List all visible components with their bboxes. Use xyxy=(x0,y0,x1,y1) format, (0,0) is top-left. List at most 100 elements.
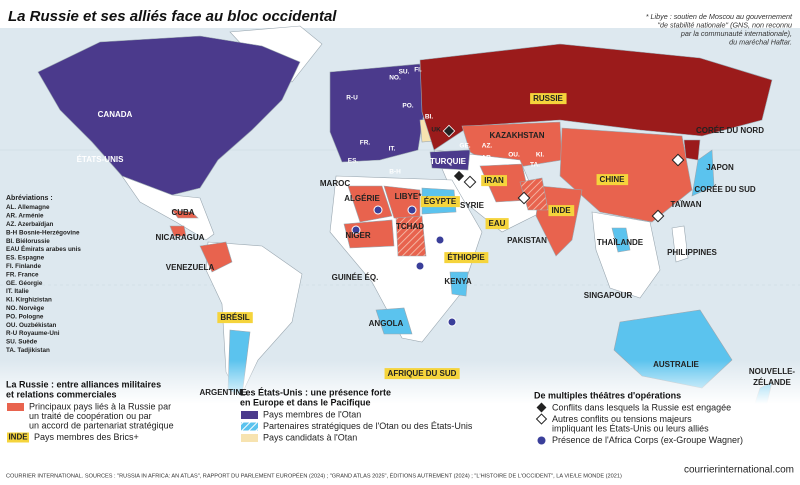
africa-corps-icon xyxy=(351,225,361,235)
country-abbr-label: IT. xyxy=(389,146,396,153)
country-abbr-label: OU. xyxy=(508,152,520,159)
brics-box xyxy=(548,205,575,217)
country-label: CORÉE DU SUD xyxy=(694,185,756,194)
legend-label: Pays membres de l'Otan xyxy=(263,409,361,419)
country-label: AUSTRALIE xyxy=(653,360,699,369)
legend-icon xyxy=(537,436,546,445)
abbreviation: KI. Kirghizistan xyxy=(6,297,52,304)
legend-section-title: La Russie : entre alliances militaires xyxy=(6,379,161,389)
operations-icons xyxy=(351,124,685,327)
country-abbr-label: FI. xyxy=(414,67,422,74)
brics-label: ÉTHIOPIE xyxy=(447,253,485,262)
brics-label: ÉGYPTE xyxy=(424,197,457,206)
country-abbr-label: UK. xyxy=(431,127,442,134)
abbreviation: GE. Géorgie xyxy=(6,280,43,287)
country-label: NOUVELLE- xyxy=(749,367,796,376)
legend-label: Partenaires stratégiques de l'Otan ou de… xyxy=(263,421,473,431)
country-label: CORÉE DU NORD xyxy=(696,126,764,135)
brics-label: RUSSIE xyxy=(533,94,563,103)
abbreviation: R-U Royaume-Uni xyxy=(6,330,60,337)
country-label: GUINÉE ÉQ. xyxy=(332,273,379,282)
source: COURRIER INTERNATIONAL. SOURCES : "RUSSI… xyxy=(6,472,622,479)
abbreviation: FI. Finlande xyxy=(6,263,41,270)
country-label: ANGOLA xyxy=(369,319,404,328)
north-america xyxy=(37,35,301,196)
country-label: NIGER xyxy=(345,231,371,240)
abbreviation: SU. Suède xyxy=(6,339,38,346)
country-label: CANADA xyxy=(98,110,133,119)
country-label: THAÏLANDE xyxy=(597,238,644,247)
country-label: NICARAGUA xyxy=(156,233,205,242)
legend-label: Pays membres des Brics+ xyxy=(34,432,139,442)
abbreviation: FR. France xyxy=(6,271,39,278)
india xyxy=(535,185,583,257)
country-label: CUBA xyxy=(171,208,194,217)
europe xyxy=(329,63,425,163)
legend-swatch xyxy=(241,422,258,431)
legend-swatch xyxy=(241,411,258,419)
africa-corps-icon xyxy=(373,205,383,215)
legend-backdrop xyxy=(0,360,800,485)
abbreviation: NO. Norvège xyxy=(6,305,45,312)
brics-box xyxy=(384,368,460,380)
brics-label: INDE xyxy=(551,206,571,215)
country-abbr-label: B-H xyxy=(389,169,401,176)
japan xyxy=(691,149,715,197)
country-abbr-label: BI. xyxy=(425,114,434,121)
legend-label: Pays candidats à l'Otan xyxy=(263,432,357,442)
legend-section-title: en Europe et dans le Pacifique xyxy=(240,397,371,407)
abbreviation: B-H Bosnie-Herzégovine xyxy=(6,229,80,236)
country-abbr-label: FR. xyxy=(360,140,371,147)
country-abbr-label: KI. xyxy=(536,152,545,159)
country-label: ÉTATS-UNIS xyxy=(77,155,124,164)
country-abbr-label: ES. xyxy=(348,158,359,165)
abbreviation: BI. Biélorussie xyxy=(6,238,50,245)
country-label: ZÉLANDE xyxy=(753,378,791,387)
conflict-other-icon xyxy=(463,175,477,189)
country-label: JAPON xyxy=(706,163,734,172)
country-label: ALGÉRIE xyxy=(344,194,380,203)
legend-label: Présence de l'Africa Corps (ex-Groupe Wa… xyxy=(552,435,743,445)
note-line: "de stabilité nationale" (GNS, non recon… xyxy=(657,20,792,29)
country-abbr-label: SU. xyxy=(399,69,410,76)
country-label: SINGAPOUR xyxy=(584,291,633,300)
legend-label: un accord de partenariat stratégique xyxy=(29,420,174,430)
map-title: La Russie et ses alliés face au bloc occ… xyxy=(8,8,337,25)
legend-label: Principaux pays liés à la Russie par xyxy=(29,401,171,411)
russia xyxy=(419,43,773,151)
turkey xyxy=(429,149,471,171)
country-abbr-label: GE. xyxy=(459,143,470,150)
southeast-asia xyxy=(591,211,661,299)
abbreviations-title: Abréviations : xyxy=(6,195,53,202)
brics-label: CHINE xyxy=(600,175,626,184)
brics-box xyxy=(485,218,509,230)
nicaragua xyxy=(169,225,187,237)
country-label: KENYA xyxy=(444,277,471,286)
brics-box xyxy=(481,175,507,187)
legend-swatch-text: INDE xyxy=(8,433,28,442)
brics-box xyxy=(420,196,460,208)
country-label: VENEZUELA xyxy=(166,263,215,272)
abbreviation: AL. Allemagne xyxy=(6,204,50,211)
country-label: PAKISTAN xyxy=(507,236,547,245)
conflict-russia-icon xyxy=(442,124,456,138)
abbreviation: EAU Émirats arabes unis xyxy=(6,244,81,253)
legend-swatch xyxy=(241,434,258,442)
country-abbr-label: R-U xyxy=(346,95,358,102)
abbreviation: IT. Italie xyxy=(6,288,29,295)
brics-label: AFRIQUE DU SUD xyxy=(388,369,457,378)
abbreviation: AZ. Azerbaïdjan xyxy=(6,221,54,228)
legend-label: Conflits dans lesquels la Russie est eng… xyxy=(552,402,731,412)
note-line: par la communauté internationale), xyxy=(680,29,792,38)
north-korea xyxy=(683,139,701,161)
country-label: SYRIE xyxy=(460,201,485,210)
country-abbr-label: PO. xyxy=(402,103,413,110)
legend-section-title: Les États-Unis : une présence forte xyxy=(240,387,391,397)
central-america xyxy=(121,175,215,241)
legend-label: un traité de coopération ou par xyxy=(29,411,152,421)
brics-box xyxy=(596,174,629,186)
country-label: TURQUIE xyxy=(430,157,467,166)
brics-label: EAU xyxy=(489,219,506,228)
africa-corps-icon xyxy=(415,261,425,271)
